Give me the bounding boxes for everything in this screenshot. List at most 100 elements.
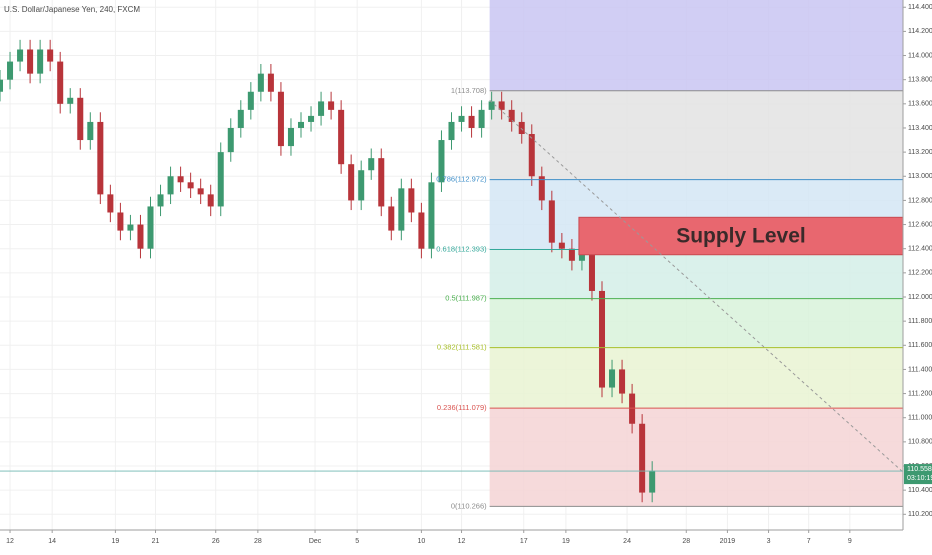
y-tick-label: 111.200	[908, 390, 932, 397]
y-tick-label: 112.000	[908, 294, 932, 301]
x-tick-label: 28	[682, 538, 690, 545]
x-tick-label: 19	[562, 538, 570, 545]
y-tick-label: 111.800	[908, 318, 932, 325]
candle-body	[388, 206, 395, 231]
fib-zone	[489, 347, 903, 409]
candle-body	[408, 188, 415, 213]
candle-body	[267, 73, 274, 92]
candle-body	[508, 109, 515, 122]
y-tick-label: 114.200	[908, 28, 932, 35]
candle-body	[318, 101, 325, 116]
candle-body	[548, 200, 555, 243]
candle-body	[398, 188, 405, 231]
fib-level-label: 1(113.708)	[451, 86, 487, 95]
y-tick-label: 113.400	[908, 125, 932, 132]
candle-body	[568, 248, 575, 261]
candle-body	[87, 121, 94, 141]
x-tick-label: 3	[767, 538, 771, 545]
y-tick-label: 114.000	[908, 52, 932, 59]
candle-body	[448, 121, 455, 141]
candle-body	[588, 242, 595, 291]
candle-body	[27, 49, 34, 74]
last-price-box	[904, 464, 932, 485]
candle-body	[418, 212, 425, 249]
candle-body	[639, 423, 646, 493]
fib-level-label: 0.382(111.581)	[437, 343, 487, 352]
candle-body	[609, 369, 616, 388]
candle-body	[0, 79, 4, 92]
y-tick-label: 112.400	[908, 246, 932, 253]
last-price-label: 110.558	[907, 466, 932, 473]
candle-body	[137, 224, 144, 249]
fib-level-label: 0.236(111.079)	[437, 403, 487, 412]
x-tick-label: 21	[152, 538, 160, 545]
y-tick-label: 113.600	[908, 101, 932, 108]
x-tick-label: 28	[254, 538, 262, 545]
fib-level-label: 0(110.266)	[451, 501, 487, 510]
candle-body	[147, 206, 154, 249]
candle-body	[47, 49, 54, 62]
x-tick-label: 7	[807, 538, 811, 545]
y-tick-label: 110.800	[908, 439, 932, 446]
chart-title: U.S. Dollar/Japanese Yen, 240, FXCM	[4, 5, 140, 14]
candle-body	[468, 115, 475, 128]
candle-body	[187, 182, 194, 189]
overlays: 1(113.708) 0.786(112.972) 0.618(112.393) 0.…	[0, 86, 904, 510]
y-tick-label: 110.200	[908, 511, 932, 518]
axes: 110.200110.400110.600110.800111.000111.2…	[6, 4, 932, 545]
candle-body	[77, 97, 84, 141]
candle-body	[287, 127, 294, 147]
candle-body	[17, 49, 24, 62]
candle-body	[558, 242, 565, 249]
candle-body	[619, 369, 626, 394]
candle-body	[428, 182, 435, 249]
candle-body	[297, 121, 305, 128]
x-tick-label: 26	[212, 538, 220, 545]
candle-body	[157, 194, 164, 207]
candle-body	[217, 152, 224, 207]
x-tick-label: 17	[520, 538, 528, 545]
candle-body	[167, 176, 174, 195]
candle-body	[358, 170, 365, 201]
candle-body	[57, 61, 64, 104]
candle-body	[538, 176, 545, 201]
y-tick-label: 112.800	[908, 197, 932, 204]
candle-body	[177, 176, 184, 183]
candle-body	[117, 212, 124, 231]
fib-zone	[489, 298, 903, 348]
y-tick-label: 114.400	[908, 4, 932, 11]
y-tick-label: 113.800	[908, 77, 932, 84]
y-tick-label: 110.400	[908, 487, 932, 494]
candle-body	[237, 109, 244, 128]
candle-body	[348, 164, 355, 201]
x-tick-label: 2019	[720, 538, 736, 545]
fib-level-label: 0.786(112.972)	[436, 175, 487, 184]
candle-body	[368, 158, 375, 171]
candle-body	[478, 109, 485, 128]
fib-level-label: 0.5(111.987)	[445, 294, 487, 303]
fib-zones	[489, 0, 903, 507]
y-tick-label: 111.400	[908, 366, 932, 373]
candle-body	[498, 101, 505, 110]
candle-body	[127, 224, 134, 231]
candle-body	[107, 194, 114, 213]
x-tick-label: 9	[848, 538, 852, 545]
x-tick-label: 19	[111, 538, 119, 545]
candle-body	[338, 109, 345, 165]
candle-body	[378, 158, 385, 207]
candle-body	[227, 127, 234, 153]
fib-level-label: 0.618(112.393)	[436, 245, 487, 254]
supply-zone	[578, 216, 904, 256]
x-tick-label: 10	[418, 538, 426, 545]
candle-body	[37, 49, 44, 74]
fib-zone	[489, 90, 903, 180]
candle-body	[7, 61, 14, 80]
candle-body	[277, 91, 284, 147]
candle-body	[528, 134, 535, 177]
x-tick-label: 14	[48, 538, 56, 545]
y-tick-label: 112.200	[908, 270, 932, 277]
y-tick-label: 111.600	[908, 342, 932, 349]
y-tick-label: 112.600	[908, 221, 932, 228]
